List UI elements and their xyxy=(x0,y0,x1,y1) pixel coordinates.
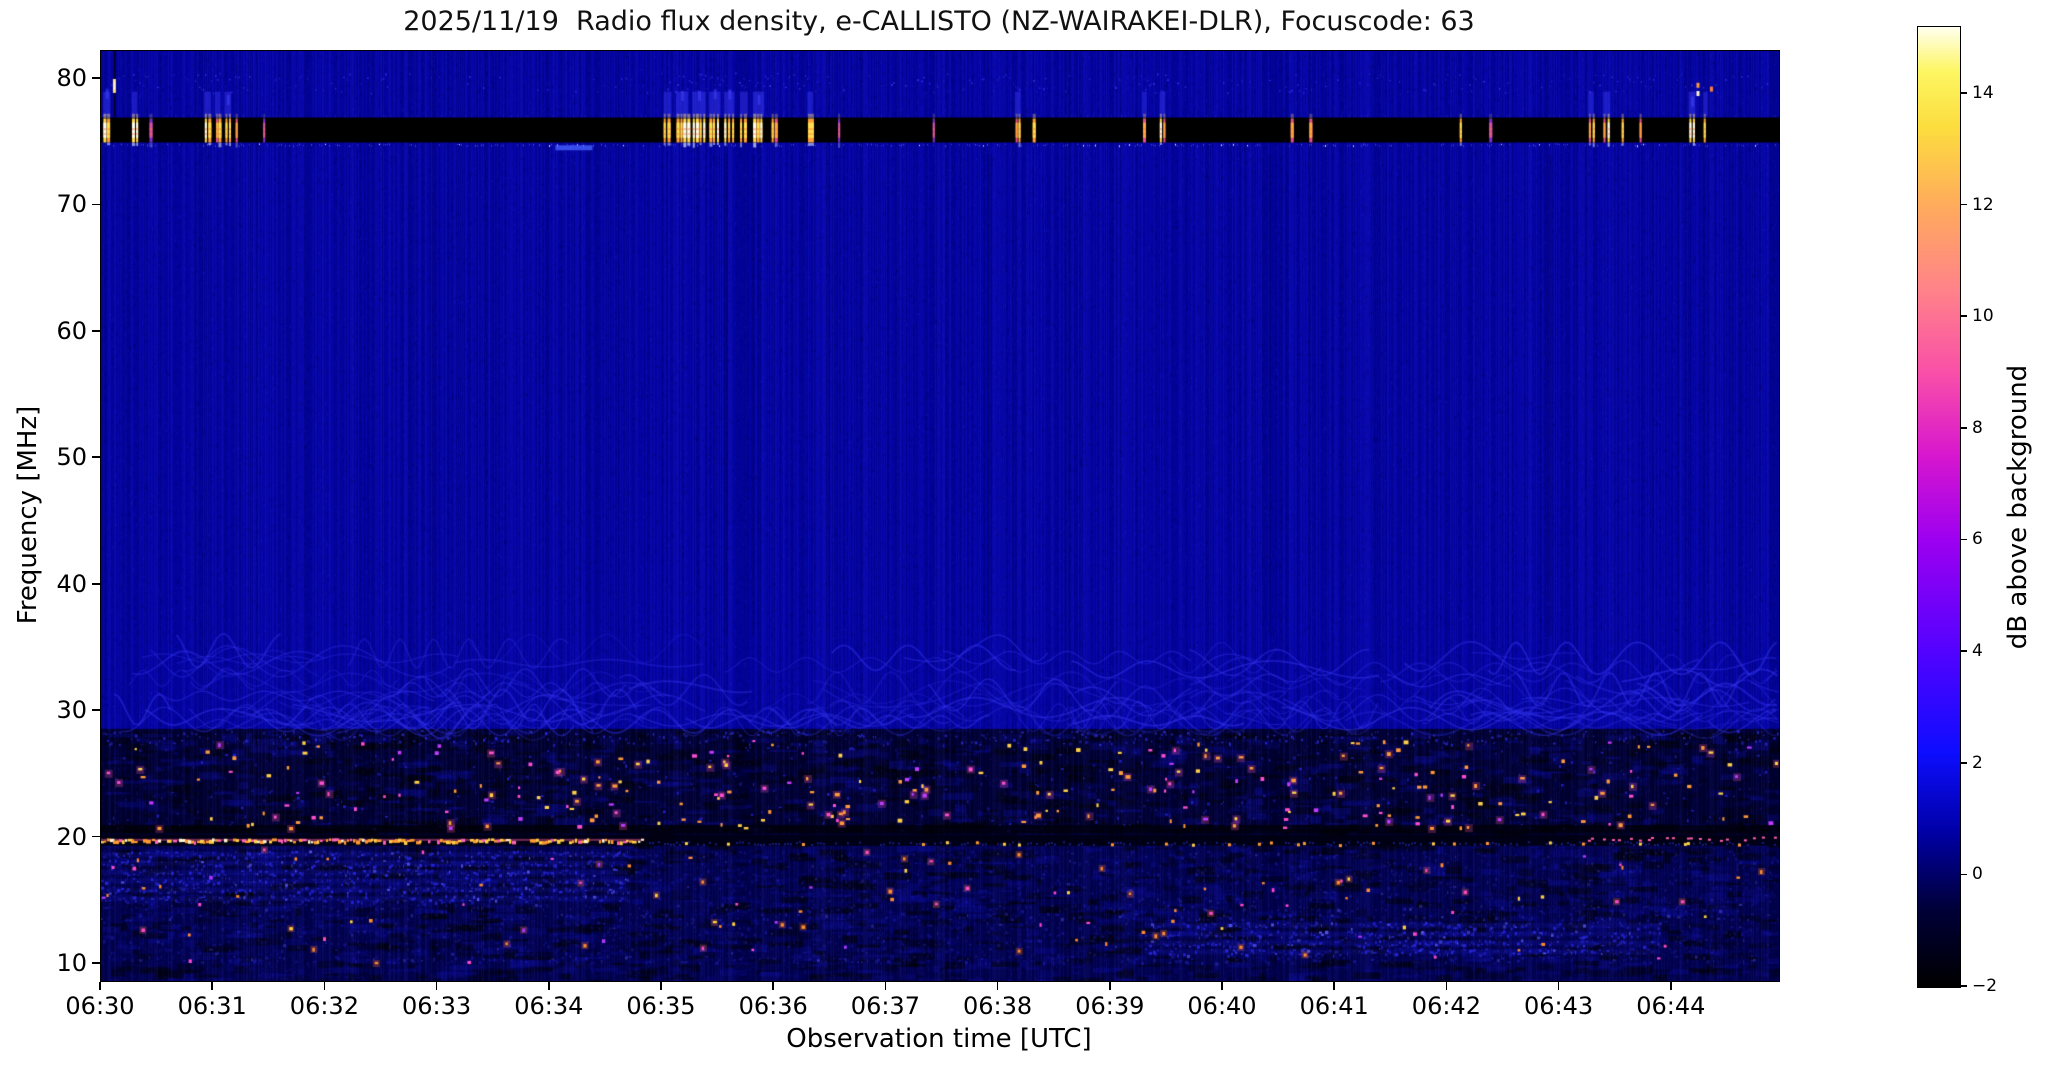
x-tick-label: 06:31 xyxy=(177,992,247,1020)
x-tick-label: 06:41 xyxy=(1299,992,1369,1020)
y-tick-mark xyxy=(92,203,100,206)
y-tick-mark xyxy=(92,77,100,79)
x-tick-label: 06:36 xyxy=(738,992,808,1020)
x-tick-label: 06:34 xyxy=(514,992,584,1020)
colorbar-tick-label: 14 xyxy=(1972,82,1994,103)
y-tick-label: 10 xyxy=(56,949,87,977)
y-tick-label: 80 xyxy=(56,64,87,92)
x-tick-mark xyxy=(435,981,438,990)
y-tick-label: 20 xyxy=(56,822,87,851)
colorbar-tick-mark xyxy=(1960,315,1968,318)
plot-area xyxy=(100,50,1780,982)
colorbar-tick-label: 8 xyxy=(1972,417,1983,438)
colorbar-tick-mark xyxy=(1960,650,1968,652)
colorbar-tick-label: −2 xyxy=(1972,976,1998,996)
colorbar-tick-label: 10 xyxy=(1972,306,1994,327)
colorbar-tick-mark xyxy=(1960,873,1968,876)
colorbar-tick-mark xyxy=(1960,985,1968,987)
colorbar-tick-mark xyxy=(1960,427,1968,429)
y-tick-label: 70 xyxy=(56,190,87,219)
colorbar-tick-mark xyxy=(1960,761,1968,764)
x-tick-label: 06:39 xyxy=(1075,992,1145,1020)
x-tick-mark xyxy=(1445,981,1448,990)
y-tick-label: 60 xyxy=(56,316,87,345)
y-tick-mark xyxy=(92,835,100,838)
x-tick-mark xyxy=(547,981,550,990)
x-tick-label: 06:30 xyxy=(65,992,135,1020)
x-tick-mark xyxy=(1669,981,1672,990)
y-tick-mark xyxy=(92,456,100,459)
y-axis-label: Frequency [MHz] xyxy=(13,405,43,625)
x-tick-label: 06:33 xyxy=(402,992,472,1020)
x-axis-label: Observation time [UTC] xyxy=(786,1024,1092,1054)
y-tick-label: 40 xyxy=(56,569,87,598)
x-tick-mark xyxy=(211,981,214,990)
spectrogram-canvas xyxy=(101,51,1779,981)
x-tick-label: 06:44 xyxy=(1636,992,1706,1020)
colorbar-tick-label: 0 xyxy=(1972,864,1983,885)
x-tick-label: 06:42 xyxy=(1411,992,1481,1020)
x-tick-label: 06:38 xyxy=(963,992,1033,1020)
colorbar-tick-mark xyxy=(1960,203,1968,206)
x-tick-label: 06:37 xyxy=(850,992,920,1020)
colorbar-tick-label: 4 xyxy=(1972,641,1983,662)
x-tick-mark xyxy=(772,981,775,990)
x-tick-mark xyxy=(660,981,662,990)
x-tick-mark xyxy=(1557,981,1560,990)
x-tick-label: 06:35 xyxy=(626,992,696,1020)
colorbar-label: dB above background xyxy=(2003,364,2033,650)
y-tick-label: 50 xyxy=(56,443,87,472)
x-tick-mark xyxy=(1108,981,1111,990)
x-tick-mark xyxy=(323,981,326,990)
y-tick-mark xyxy=(92,962,100,964)
colorbar-tick-mark xyxy=(1960,92,1968,94)
colorbar xyxy=(1917,26,1961,988)
x-tick-mark xyxy=(1221,981,1223,990)
colorbar-tick-label: 6 xyxy=(1972,529,1983,550)
y-tick-label: 30 xyxy=(56,696,87,725)
x-tick-label: 06:32 xyxy=(289,992,359,1020)
x-tick-mark xyxy=(1333,981,1336,990)
x-tick-label: 06:40 xyxy=(1187,992,1257,1020)
colorbar-tick-label: 2 xyxy=(1972,752,1983,773)
chart-title: 2025/11/19 Radio flux density, e-CALLIST… xyxy=(403,6,1475,37)
x-tick-mark xyxy=(99,981,101,990)
x-tick-label: 06:43 xyxy=(1524,992,1594,1020)
y-tick-mark xyxy=(92,709,100,712)
y-tick-mark xyxy=(92,329,100,332)
y-tick-mark xyxy=(92,582,100,585)
colorbar-tick-label: 12 xyxy=(1972,194,1994,215)
colorbar-tick-mark xyxy=(1960,538,1968,541)
x-tick-mark xyxy=(884,981,887,990)
x-tick-mark xyxy=(996,981,999,990)
